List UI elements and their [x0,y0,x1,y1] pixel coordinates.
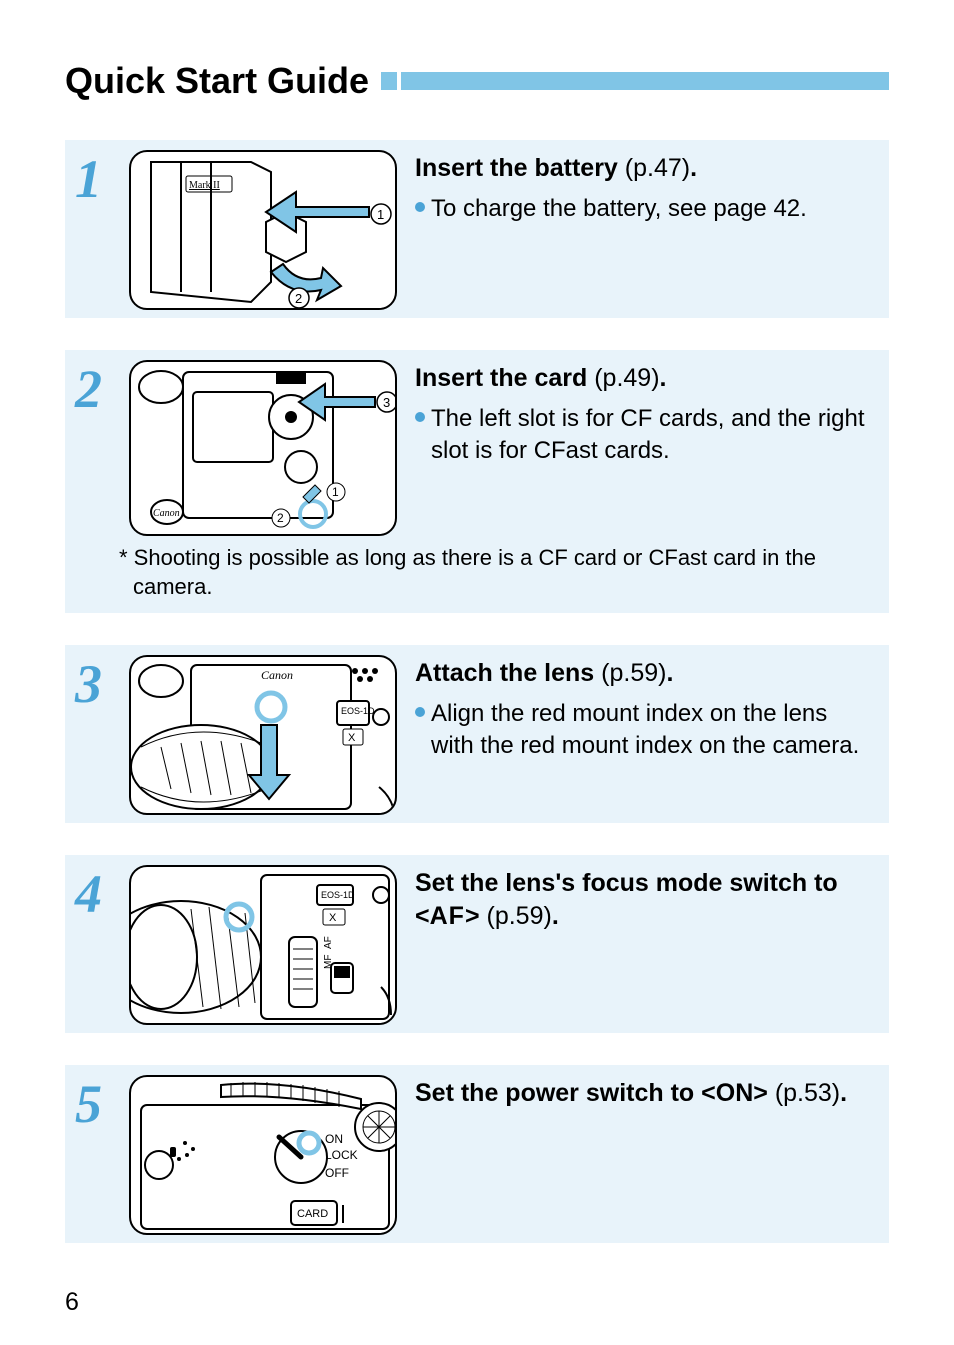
step-illustration-battery: Mark II 1 2 [129,150,397,310]
bullet-text: To charge the battery, see page 42. [431,193,807,225]
svg-text:Canon: Canon [153,508,180,519]
page-number: 6 [65,1288,79,1317]
step-heading: Attach the lens (p.59). [415,657,871,690]
svg-text:3: 3 [383,395,390,410]
step-block-1: 1 Mark II 1 2 Insert the battery [65,140,889,318]
step-block-3: 3 Canon EOS-1D X [65,645,889,823]
step-block-4: 4 EOS-1D X [65,855,889,1033]
page-title-row: Quick Start Guide [65,60,889,102]
bullet-icon [415,202,425,212]
svg-text:MF: MF [323,955,334,969]
svg-text:X: X [348,732,356,744]
step-heading: Insert the card (p.49). [415,362,871,395]
bullet-icon [415,412,425,422]
svg-text:2: 2 [295,291,302,306]
attach-lens-icon: Canon EOS-1D X [131,657,397,815]
bullet-text: Align the red mount index on the lens wi… [431,698,871,763]
bullet-text: The left slot is for CF cards, and the r… [431,403,871,468]
svg-text:CARD: CARD [297,1208,328,1220]
step-illustration-card: Canon 1 2 3 [129,360,397,536]
step-bullet: To charge the battery, see page 42. [415,193,871,225]
power-switch-icon: ON LOCK OFF CARD [131,1077,397,1235]
step-illustration-lens: Canon EOS-1D X [129,655,397,815]
step-heading: Set the lens's focus mode switch to <AF>… [415,867,871,932]
step-number: 1 [75,150,129,206]
title-accent-long [401,72,889,90]
svg-text:LOCK: LOCK [325,1148,358,1162]
svg-text:EOS-1D: EOS-1D [321,890,355,900]
svg-text:Canon: Canon [261,668,293,682]
svg-text:2: 2 [277,511,284,525]
title-accent-short [381,72,397,90]
step-heading: Set the power switch to <ON> (p.53). [415,1077,871,1110]
svg-text:EOS-1D: EOS-1D [341,706,375,716]
svg-text:X: X [329,912,337,924]
step-footnote: * Shooting is possible as long as there … [75,536,871,605]
step-number: 5 [75,1075,129,1131]
svg-text:AF: AF [323,936,334,949]
step-illustration-focus: EOS-1D X AF MF [129,865,397,1025]
svg-text:1: 1 [332,485,339,499]
page-title: Quick Start Guide [65,60,369,102]
step-bullet: Align the red mount index on the lens wi… [415,698,871,763]
svg-text:Mark II: Mark II [189,180,220,191]
step-number: 4 [75,865,129,921]
step-illustration-power: ON LOCK OFF CARD [129,1075,397,1235]
svg-text:OFF: OFF [325,1166,349,1180]
step-block-5: 5 [65,1065,889,1243]
svg-text:ON: ON [325,1132,343,1146]
step-heading: Insert the battery (p.47). [415,152,871,185]
step-block-2: 2 Canon 1 2 3 [65,350,889,613]
card-insert-icon: Canon 1 2 3 [131,362,397,536]
focus-switch-icon: EOS-1D X AF MF [131,867,397,1025]
step-number: 3 [75,655,129,711]
bullet-icon [415,707,425,717]
svg-text:1: 1 [377,207,384,222]
step-bullet: The left slot is for CF cards, and the r… [415,403,871,468]
battery-insert-icon: Mark II 1 2 [131,152,397,310]
step-number: 2 [75,360,129,416]
